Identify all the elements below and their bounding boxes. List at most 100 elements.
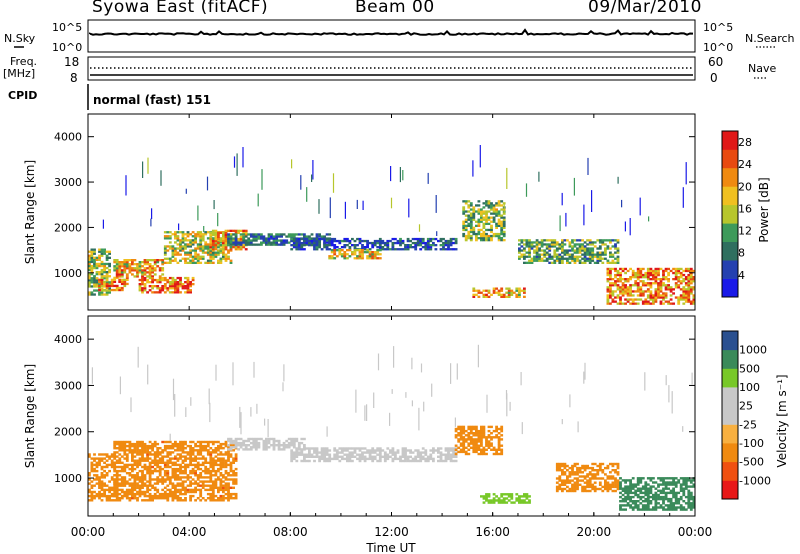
data-cell (176, 291, 180, 294)
data-cell (424, 241, 428, 245)
freq-panel-frame (87, 56, 696, 81)
data-cell (616, 239, 620, 242)
data-cell (672, 479, 675, 482)
data-cell (523, 495, 526, 498)
data-cell (636, 271, 640, 275)
data-cell (583, 257, 587, 260)
data-cell (227, 239, 230, 242)
data-cell (229, 444, 233, 448)
data-cell (687, 267, 691, 271)
data-cell (634, 280, 638, 283)
data-cell (419, 455, 423, 458)
data-cell (639, 290, 643, 293)
data-cell (578, 469, 582, 472)
data-cell (90, 480, 94, 483)
data-cell (131, 457, 134, 460)
data-cell (222, 257, 225, 260)
data-cell (689, 493, 693, 497)
data-cell (267, 437, 271, 441)
data-cell (361, 455, 364, 458)
data-cell (136, 476, 139, 479)
data-cell (93, 248, 96, 251)
data-cell (320, 457, 324, 461)
data-cell (439, 244, 443, 247)
data-cell (490, 237, 493, 240)
data-cell (518, 257, 521, 260)
data-cell (131, 486, 134, 489)
data-cell (662, 271, 665, 275)
data-cell (381, 246, 385, 249)
data-cell (500, 228, 504, 232)
data-cell (616, 479, 620, 482)
data-cell (464, 228, 468, 232)
data-cell (95, 285, 99, 288)
data-cell (217, 486, 220, 489)
data-cell (353, 251, 357, 254)
data-cell (168, 490, 172, 494)
data-streak (450, 363, 452, 384)
data-cell (184, 245, 187, 248)
data-cell (120, 269, 124, 272)
data-cell (234, 241, 238, 244)
data-cell (659, 294, 663, 297)
data-cell (449, 239, 453, 243)
data-cell (168, 488, 172, 492)
data-cell (641, 282, 645, 285)
data-cell (614, 282, 617, 285)
data-cell (636, 483, 640, 486)
data-cell (518, 249, 521, 252)
data-cell (652, 298, 655, 301)
data-cell (682, 280, 686, 283)
data-cell (639, 276, 643, 279)
data-cell (206, 440, 210, 444)
data-cell (674, 286, 678, 289)
data-cell (626, 300, 630, 303)
data-cell (166, 494, 170, 498)
data-cell (687, 296, 691, 299)
data-cell (138, 278, 142, 282)
data-cell (179, 283, 182, 286)
data-cell (677, 298, 681, 301)
data-cell (475, 210, 478, 213)
data-cell (631, 508, 635, 511)
data-cell (325, 248, 329, 251)
data-cell (619, 298, 622, 301)
data-cell (138, 476, 142, 479)
data-cell (502, 222, 506, 225)
data-cell (136, 263, 139, 266)
data-cell (100, 273, 104, 276)
data-cell (204, 467, 208, 471)
data-cell (596, 477, 600, 480)
data-cell (211, 248, 215, 251)
data-cell (520, 239, 524, 242)
data-cell (320, 248, 324, 251)
data-cell (118, 444, 122, 448)
data-cell (252, 441, 256, 445)
data-cell (591, 241, 595, 244)
data-cell (232, 480, 235, 483)
data-cell (133, 263, 137, 266)
data-streak (206, 176, 209, 191)
data-cell (391, 453, 395, 456)
data-cell (654, 491, 658, 495)
data-cell (518, 239, 521, 242)
power-colorbar-label: Power [dB] (757, 177, 771, 242)
data-cell (179, 447, 182, 450)
data-cell (113, 463, 117, 467)
data-cell (679, 495, 683, 499)
data-cell (346, 237, 349, 241)
data-cell (201, 476, 205, 479)
data-cell (88, 474, 91, 477)
data-cell (244, 235, 248, 238)
data-streak (617, 176, 619, 184)
data-cell (262, 241, 266, 244)
data-cell (153, 488, 157, 492)
data-cell (196, 255, 200, 258)
data-cell (404, 248, 407, 251)
data-cell (138, 451, 142, 454)
data-cell (113, 455, 117, 458)
data-cell (409, 239, 412, 243)
data-cell (168, 478, 172, 481)
data-cell (480, 452, 483, 456)
data-cell (156, 461, 160, 464)
